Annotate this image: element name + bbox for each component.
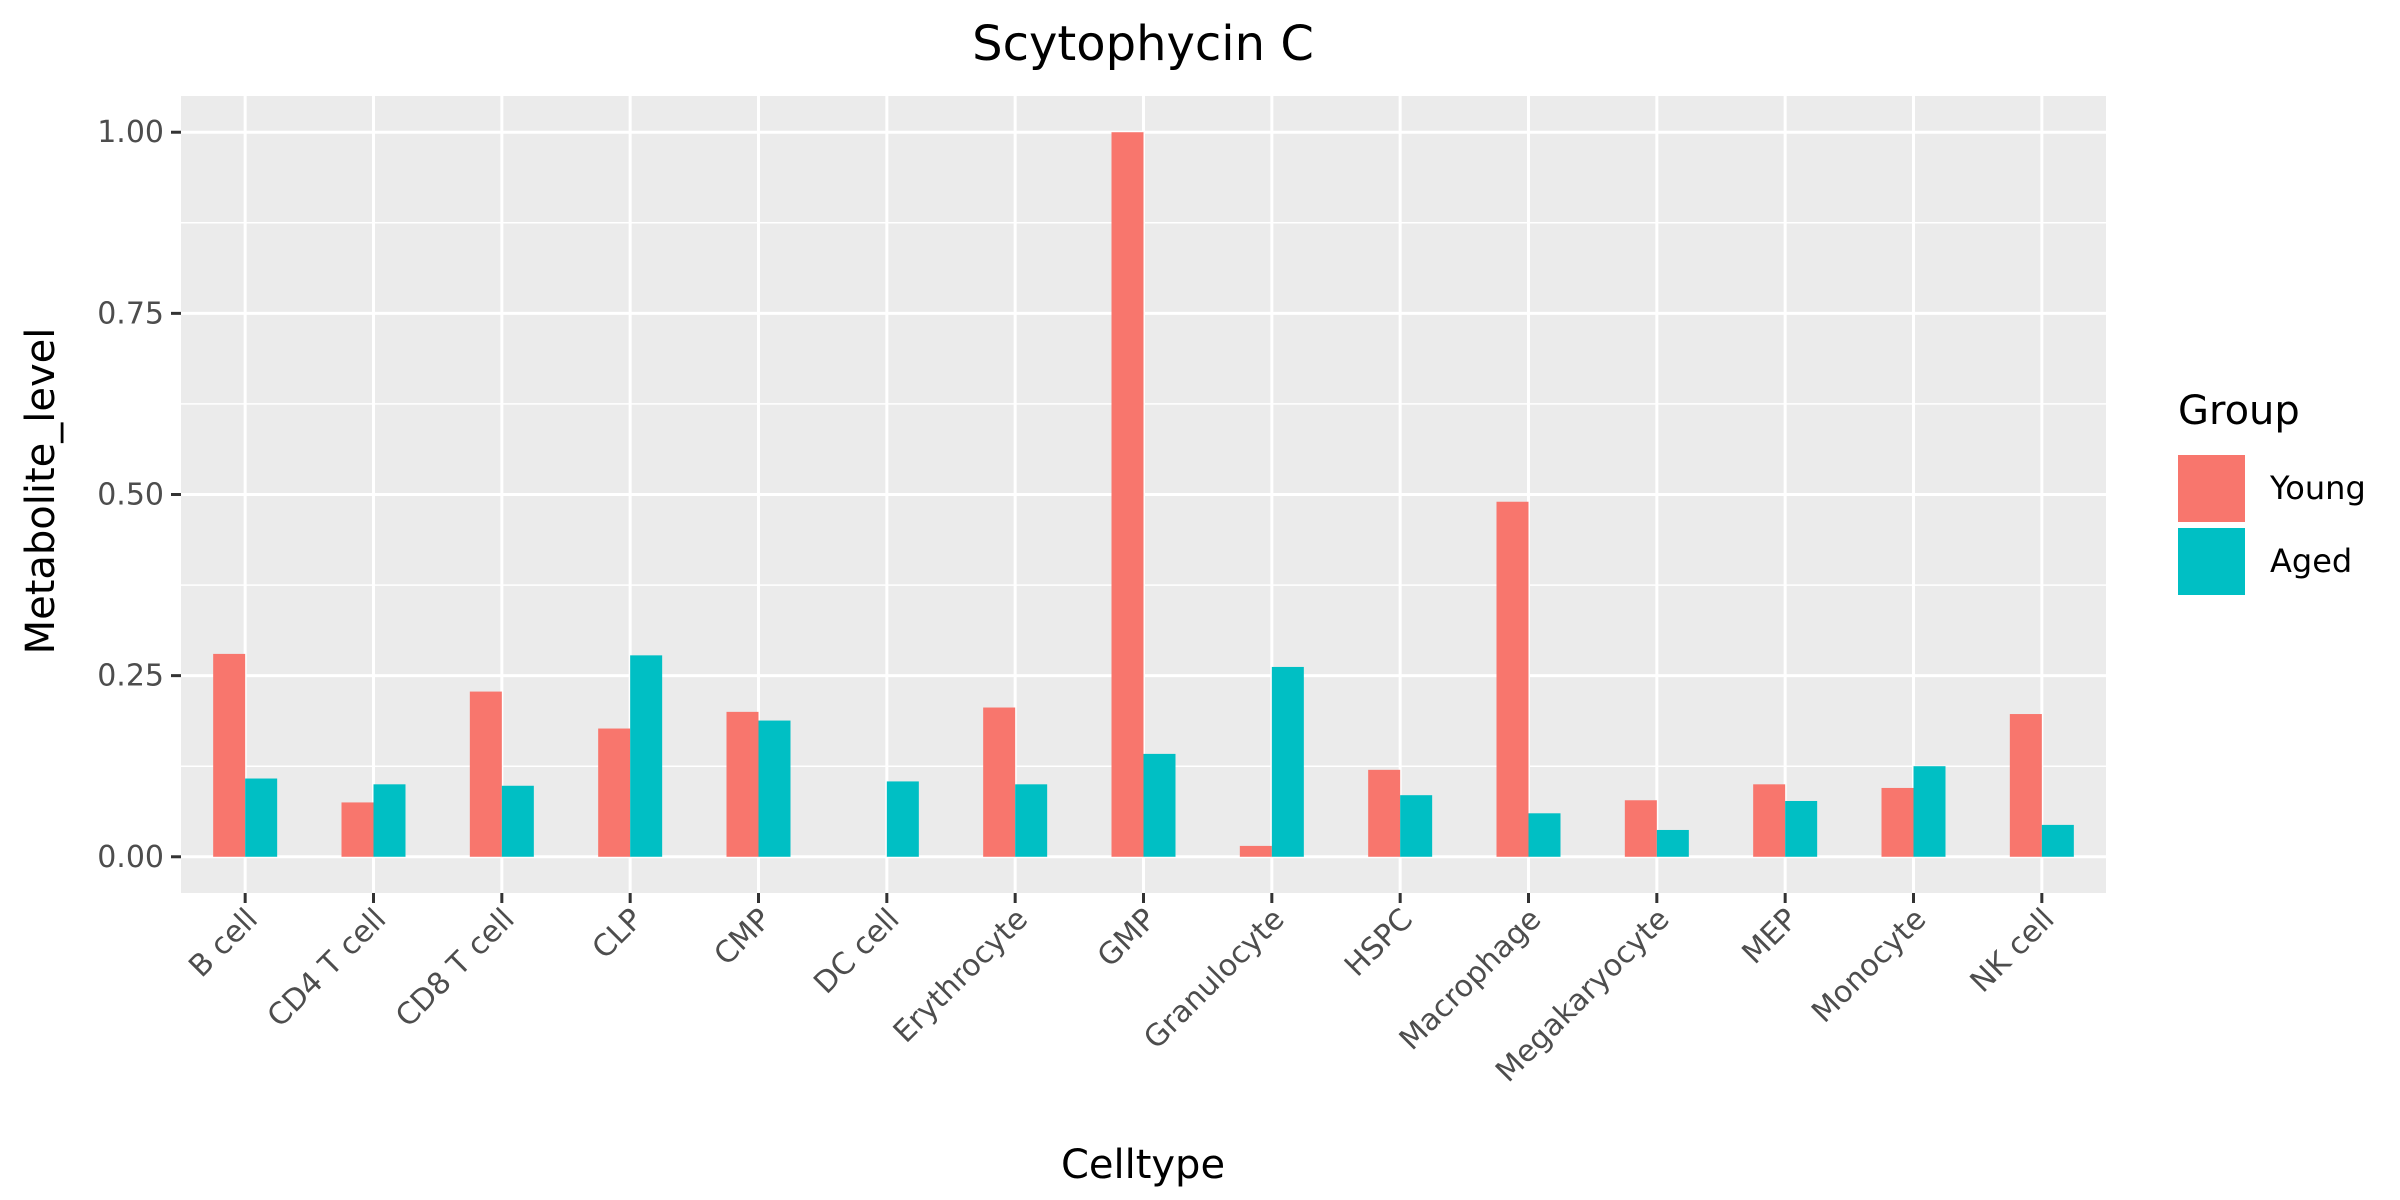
bar-young-clp bbox=[598, 728, 631, 857]
bar-aged-dc-cell bbox=[886, 781, 919, 857]
x-tick-label: B cell bbox=[182, 902, 265, 985]
x-tick-label: DC cell bbox=[807, 902, 906, 1001]
bar-aged-cd4-t-cell bbox=[373, 784, 406, 857]
y-tick-label: 0.00 bbox=[97, 840, 164, 875]
chart-title: Scytophycin C bbox=[972, 16, 1314, 72]
bar-aged-granulocyte bbox=[1271, 666, 1304, 857]
bar-young-macrophage bbox=[1496, 501, 1529, 857]
bar-young-nk-cell bbox=[2009, 714, 2042, 857]
bar-aged-monocyte bbox=[1913, 766, 1946, 857]
x-tick-label: CD4 T cell bbox=[261, 902, 393, 1034]
y-tick-label: 0.50 bbox=[97, 478, 164, 513]
bar-aged-erythrocyte bbox=[1015, 784, 1048, 857]
bar-aged-clp bbox=[630, 655, 663, 857]
legend-label-young: Young bbox=[2269, 469, 2366, 507]
y-tick-label: 0.25 bbox=[97, 659, 164, 694]
x-tick-label: CMP bbox=[708, 902, 779, 973]
x-tick-label: NK cell bbox=[1964, 902, 2062, 1000]
x-tick-label: CLP bbox=[586, 902, 650, 966]
x-tick-label: MEP bbox=[1736, 902, 1805, 971]
y-tick-label: 0.75 bbox=[97, 296, 164, 331]
x-tick-label: Monocyte bbox=[1805, 902, 1933, 1030]
x-tick-label: CD8 T cell bbox=[389, 902, 521, 1034]
bar-young-granulocyte bbox=[1239, 845, 1272, 857]
legend: Group Young Aged bbox=[2178, 388, 2366, 595]
x-tick-label: HSPC bbox=[1338, 902, 1420, 984]
legend-title: Group bbox=[2178, 388, 2300, 434]
y-axis: 0.00 0.25 0.50 0.75 1.00 bbox=[97, 115, 181, 875]
bar-young-cd4-t-cell bbox=[341, 802, 374, 857]
bar-young-mep bbox=[1753, 784, 1786, 857]
bar-aged-b-cell bbox=[245, 778, 278, 857]
bar-aged-macrophage bbox=[1528, 813, 1561, 857]
x-tick-label: Erythrocyte bbox=[887, 902, 1035, 1050]
bar-young-gmp bbox=[1111, 132, 1144, 857]
bars bbox=[213, 132, 2074, 857]
y-axis-title: Metabolite_level bbox=[18, 328, 64, 655]
x-tick-label: GMP bbox=[1091, 902, 1163, 974]
bar-aged-hspc bbox=[1400, 795, 1433, 857]
bar-young-b-cell bbox=[213, 653, 246, 857]
legend-key-aged bbox=[2178, 528, 2245, 595]
y-tick-label: 1.00 bbox=[97, 115, 164, 150]
bar-young-hspc bbox=[1368, 769, 1401, 857]
bar-aged-megakaryocyte bbox=[1656, 829, 1689, 857]
legend-label-aged: Aged bbox=[2270, 542, 2352, 580]
bar-aged-mep bbox=[1785, 800, 1818, 857]
bar-young-cmp bbox=[726, 711, 759, 857]
bar-young-megakaryocyte bbox=[1624, 800, 1657, 857]
bar-aged-gmp bbox=[1143, 753, 1176, 857]
x-axis-title: Celltype bbox=[1061, 1142, 1225, 1188]
legend-items: Young Aged bbox=[2178, 455, 2366, 595]
bar-aged-cmp bbox=[758, 720, 791, 857]
legend-key-young bbox=[2178, 455, 2245, 522]
bar-aged-cd8-t-cell bbox=[501, 785, 534, 857]
bar-young-erythrocyte bbox=[983, 707, 1016, 857]
bar-young-cd8-t-cell bbox=[469, 691, 502, 857]
bar-aged-nk-cell bbox=[2041, 824, 2074, 857]
bar-young-monocyte bbox=[1881, 787, 1914, 857]
